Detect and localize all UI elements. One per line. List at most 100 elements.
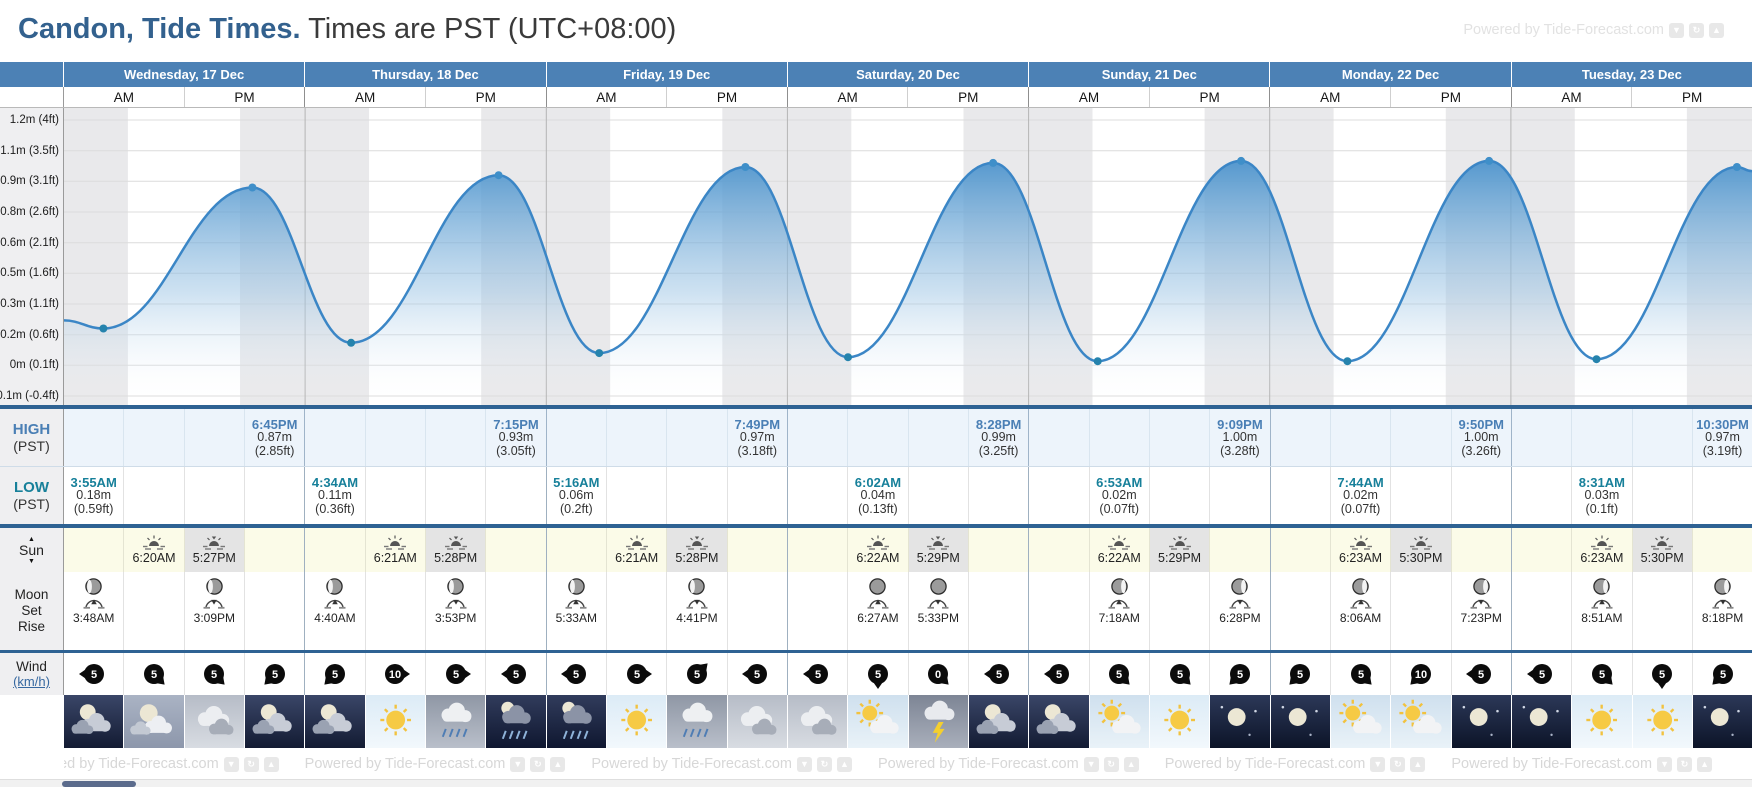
slot-cell: 5 — [1693, 653, 1752, 695]
social-icon-3[interactable]: ▲ — [550, 756, 566, 772]
wind-badge: 5 — [78, 664, 104, 684]
powered-by-watermark-top[interactable]: Powered by Tide-Forecast.com ▼ ↻ ▲ — [1463, 22, 1724, 38]
slot-cell: 0 — [909, 653, 969, 695]
wind-cell: 5 — [426, 653, 485, 695]
y-axis-label-0: 1.2m (4ft) — [9, 114, 59, 126]
moon-set-cell: 3:09PM — [185, 572, 244, 650]
high-tide-height-m: 0.93m — [498, 429, 534, 444]
weather-cell — [908, 695, 968, 748]
weather-cell — [1572, 695, 1632, 748]
tide-point-low — [595, 349, 604, 358]
slot-cell — [1391, 572, 1452, 650]
powered-by-watermark-footer[interactable]: Powered by Tide-Forecast.com ▼ ↻ ▲ — [1451, 756, 1713, 772]
wind-cell: 5 — [1572, 653, 1631, 695]
wind-arrow-icon — [1604, 676, 1613, 685]
moon-phase-icon — [1593, 578, 1611, 595]
social-icon-3[interactable]: ▲ — [1410, 756, 1426, 772]
sunset-icon — [1651, 536, 1674, 550]
wind-arrow-icon — [645, 669, 652, 679]
low-tide-height-ft: (0.1ft) — [1585, 501, 1619, 516]
slot-cell — [64, 528, 125, 572]
social-icon-1[interactable]: ▼ — [1669, 22, 1684, 38]
moon-rise-cell: 8:06AM — [1331, 572, 1390, 650]
slot-cell: 3:09PM — [185, 572, 245, 650]
high-tide-height-ft: (3.19ft) — [1702, 443, 1743, 458]
social-icon-3[interactable]: ▲ — [1709, 22, 1724, 38]
weather-cell — [1210, 695, 1270, 748]
tide-point-low — [1093, 357, 1102, 366]
weather-cell — [64, 695, 124, 748]
high-tide-height-m: 0.97m — [1705, 429, 1740, 444]
high-tide-height-ft: (3.18ft) — [737, 443, 778, 458]
weather-row-gutter — [0, 695, 64, 748]
social-icon-3[interactable]: ▲ — [1123, 756, 1139, 772]
social-icon-2[interactable]: ↻ — [1677, 756, 1693, 772]
wind-arrow-icon — [500, 669, 508, 679]
wind-unit-link[interactable]: (km/h) — [13, 674, 50, 689]
slot-cell — [969, 528, 1030, 572]
moon-row: Moon Set Rise 3:48AM 3:09PM 4:40AM 3:53P… — [0, 572, 1752, 650]
weather-cell — [606, 695, 667, 748]
wind-speed: 5 — [151, 669, 157, 681]
social-icon-3[interactable]: ▲ — [263, 756, 279, 772]
slot-cell: 5:16AM 0.06m (0.2ft) — [547, 467, 607, 524]
social-icon-1[interactable]: ▼ — [1657, 756, 1673, 772]
wind-badge: 5 — [1526, 664, 1552, 684]
social-icon-3[interactable]: ▲ — [837, 756, 853, 772]
wind-speed: 5 — [1719, 669, 1725, 681]
social-icon-1[interactable]: ▼ — [510, 756, 526, 772]
pm-cell-4: PM — [1150, 87, 1271, 107]
social-icon-2[interactable]: ↻ — [243, 756, 259, 772]
social-icon-2[interactable]: ↻ — [1390, 756, 1406, 772]
sunrise-time: 6:21AM — [615, 551, 659, 565]
moon-rise-time: 7:18AM — [1098, 611, 1140, 625]
social-icon-2[interactable]: ↻ — [817, 756, 833, 772]
tide-point-low — [1592, 355, 1601, 364]
weather-sun-cloud-icon — [856, 699, 899, 734]
wind-cell: 5 — [1271, 653, 1330, 695]
sunset-cell: 5:28PM — [426, 528, 485, 572]
slot-cell — [1572, 409, 1633, 466]
wind-cell: 5 — [1090, 653, 1149, 695]
wind-speed: 5 — [1056, 669, 1062, 681]
moonset-icon — [1470, 599, 1492, 609]
horizontal-scrollbar[interactable] — [0, 779, 1752, 787]
low-tide-height-ft: (0.59ft) — [73, 501, 114, 516]
powered-by-watermark-footer[interactable]: Powered by Tide-Forecast.com ▼ ↻ ▲ — [64, 756, 279, 772]
social-icon-1[interactable]: ▼ — [223, 756, 239, 772]
page-title: Candon, Tide Times. Times are PST (UTC+0… — [0, 0, 1752, 46]
wind-arrow-icon — [873, 682, 883, 689]
social-icon-2[interactable]: ↻ — [1689, 22, 1704, 38]
powered-by-watermark-footer[interactable]: Powered by Tide-Forecast.com ▼ ↻ ▲ — [1165, 756, 1426, 772]
scrollbar-thumb[interactable] — [62, 781, 136, 787]
slot-cell: 5 — [1452, 653, 1512, 695]
social-icon-2[interactable]: ↻ — [530, 756, 546, 772]
slot-cell — [1210, 467, 1271, 524]
sunrise-time: 6:22AM — [856, 551, 900, 565]
slot-cell: 7:15PM 0.93m (3.05ft) — [486, 409, 547, 466]
sunrise-icon — [1590, 535, 1613, 550]
slot-cell: 5 — [607, 653, 668, 695]
slot-cell: 6:22AM — [848, 528, 909, 572]
weather-night-clear-icon — [1703, 705, 1740, 737]
social-icon-1[interactable]: ▼ — [797, 756, 813, 772]
slot-cell — [1693, 528, 1752, 572]
social-icon-1[interactable]: ▼ — [1083, 756, 1099, 772]
social-icon-2[interactable]: ↻ — [1103, 756, 1119, 772]
slot-cell: 5 — [1029, 653, 1090, 695]
powered-by-watermark-footer[interactable]: Powered by Tide-Forecast.com ▼ ↻ ▲ — [591, 756, 853, 772]
slot-cell — [1271, 572, 1331, 650]
moon-set-time: 6:28PM — [1219, 611, 1261, 625]
wind-arrow-icon — [1182, 676, 1191, 685]
sunrise-icon — [384, 535, 407, 550]
powered-by-watermark-footer[interactable]: Powered by Tide-Forecast.com ▼ ↻ ▲ — [878, 756, 1139, 772]
social-icon-1[interactable]: ▼ — [1370, 756, 1386, 772]
slot-cell: 5 — [788, 653, 849, 695]
slot-cell — [788, 528, 849, 572]
powered-by-watermark-footer[interactable]: Powered by Tide-Forecast.com ▼ ↻ ▲ — [305, 756, 566, 772]
weather-cell — [1149, 695, 1210, 748]
wind-speed: 5 — [1297, 669, 1303, 681]
slot-cell — [1512, 409, 1573, 466]
moon-set-time: 7:23PM — [1460, 611, 1502, 625]
social-icon-3[interactable]: ▲ — [1697, 756, 1713, 772]
